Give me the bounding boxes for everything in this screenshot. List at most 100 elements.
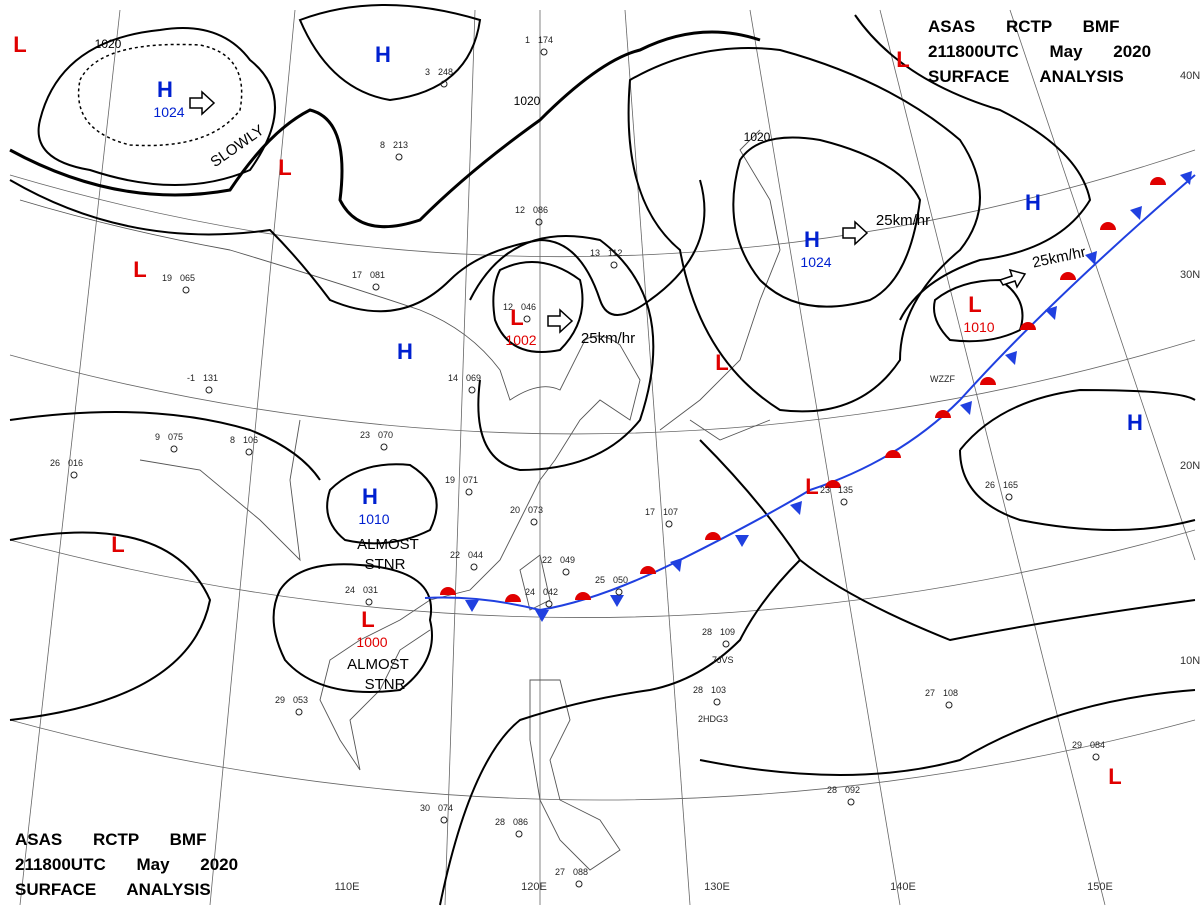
station-temp: 13 xyxy=(590,248,600,258)
pressure-center: L xyxy=(510,305,523,330)
station-pressure: 088 xyxy=(573,867,588,877)
latitude-label: 30N xyxy=(1180,269,1200,281)
station xyxy=(530,518,538,526)
pressure-center: L xyxy=(968,292,981,317)
station xyxy=(395,153,403,161)
station-temp: 27 xyxy=(925,688,935,698)
station-temp: 9 xyxy=(155,432,160,442)
station xyxy=(615,588,623,596)
station xyxy=(945,701,953,709)
center-pressure: 1000 xyxy=(356,634,387,650)
station-pressure: 053 xyxy=(293,695,308,705)
station xyxy=(182,286,190,294)
station-pressure: 165 xyxy=(1003,480,1018,490)
station xyxy=(722,640,730,648)
footer-line: SURFACE ANALYSIS xyxy=(15,880,211,899)
station xyxy=(610,261,618,269)
coastlines xyxy=(19,129,781,871)
header-line: 211800UTC May 2020 xyxy=(928,42,1151,61)
station-pressure: 112 xyxy=(608,248,622,258)
station-pressure: 069 xyxy=(466,373,481,383)
station-pressure: 103 xyxy=(711,685,726,695)
station-pressure: 086 xyxy=(513,817,528,827)
station-temp: 14 xyxy=(448,373,458,383)
station-temp: 20 xyxy=(510,505,520,515)
station-pressure: 044 xyxy=(468,550,483,560)
pressure-center: H xyxy=(1127,410,1143,435)
isobar-label: 1020 xyxy=(514,94,541,108)
pressure-center: L xyxy=(361,607,374,632)
station xyxy=(562,568,570,576)
station-temp: 24 xyxy=(345,585,355,595)
motion-arrows xyxy=(189,90,1027,334)
station-temp: 12 xyxy=(515,205,525,215)
isobar-label: 1020 xyxy=(95,37,122,51)
motion-label: STNR xyxy=(365,676,406,693)
station-pressure: 248 xyxy=(438,67,453,77)
motion-label: ALMOST xyxy=(347,656,409,673)
header-line: SURFACE ANALYSIS xyxy=(928,67,1124,86)
graticule xyxy=(9,9,1196,906)
motion-label: 25km/hr xyxy=(876,212,930,229)
station-temp: 26 xyxy=(50,458,60,468)
station xyxy=(523,315,531,323)
station xyxy=(1005,493,1013,501)
motion-label: ALMOST xyxy=(357,536,419,553)
longitude-label: 120E xyxy=(521,881,547,893)
station-temp: 3 xyxy=(425,67,430,77)
station xyxy=(545,600,553,608)
station xyxy=(1092,753,1100,761)
ship-callsign: 2HDG3 xyxy=(698,714,728,724)
station-pressure: 075 xyxy=(168,432,183,442)
station xyxy=(535,218,543,226)
station-pressure: 031 xyxy=(363,585,378,595)
station xyxy=(465,488,473,496)
station-temp: 23 xyxy=(820,485,830,495)
station-temp: 17 xyxy=(645,507,655,517)
station xyxy=(440,80,448,88)
station xyxy=(70,471,78,479)
station xyxy=(665,520,673,528)
station-pressure: 049 xyxy=(560,555,575,565)
station-pressure: 042 xyxy=(543,587,558,597)
ship-callsign: WZZF xyxy=(930,374,955,384)
station xyxy=(295,708,303,716)
station-temp: 17 xyxy=(352,270,362,280)
station xyxy=(470,563,478,571)
station-temp: 29 xyxy=(275,695,285,705)
station-temp: 26 xyxy=(985,480,995,490)
station-temp: 1 xyxy=(525,35,530,45)
longitude-label: 130E xyxy=(704,881,730,893)
center-pressure: 1024 xyxy=(800,254,831,270)
station-temp: -1 xyxy=(187,373,195,383)
station-pressure: 107 xyxy=(663,507,678,517)
pressure-center: L xyxy=(896,47,909,72)
station-temp: 30 xyxy=(420,803,430,813)
pressure-center: L xyxy=(715,350,728,375)
station xyxy=(840,498,848,506)
station xyxy=(170,445,178,453)
center-pressure: 1002 xyxy=(505,332,536,348)
pressure-center: L xyxy=(1108,764,1121,789)
station-temp: 8 xyxy=(380,140,385,150)
header-line: ASAS RCTP BMF xyxy=(928,17,1119,36)
station-temp: 28 xyxy=(693,685,703,695)
footer-line: 211800UTC May 2020 xyxy=(15,855,238,874)
station-temp: 22 xyxy=(542,555,552,565)
center-pressure: 1024 xyxy=(153,104,184,120)
station xyxy=(380,443,388,451)
station-pressure: 065 xyxy=(180,273,195,283)
station-pressure: 084 xyxy=(1090,740,1105,750)
station-pressure: 109 xyxy=(720,627,735,637)
station-temp: 19 xyxy=(162,273,172,283)
station-temp: 28 xyxy=(702,627,712,637)
motion-label: 25km/hr xyxy=(581,330,635,347)
pressure-center: H xyxy=(1025,190,1041,215)
pressure-center: H xyxy=(375,42,391,67)
station-temp: 8 xyxy=(230,435,235,445)
latitude-label: 10N xyxy=(1180,655,1200,667)
pressure-center: L xyxy=(133,257,146,282)
station-temp: 19 xyxy=(445,475,455,485)
